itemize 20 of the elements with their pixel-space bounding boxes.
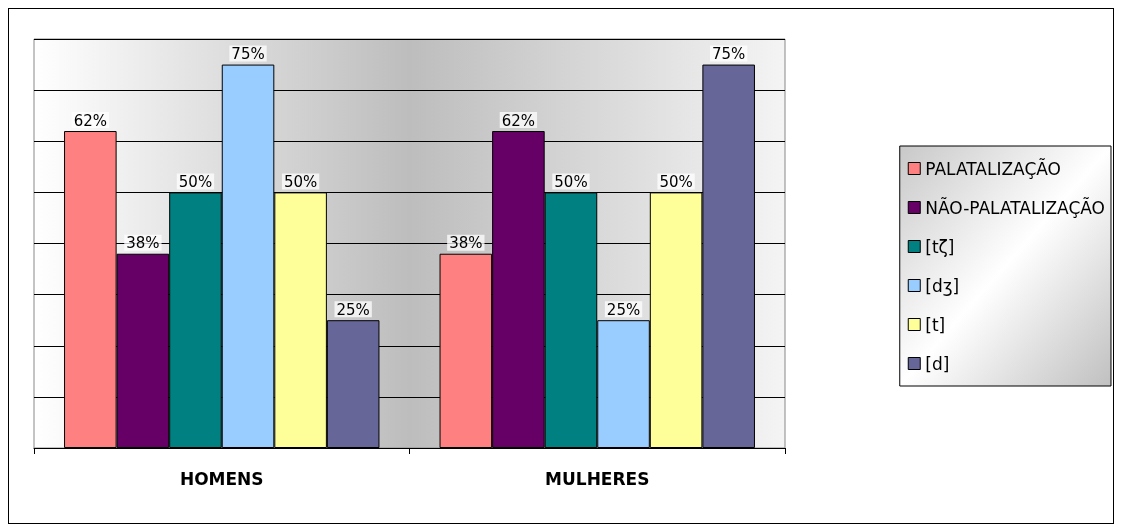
x-tick-label: MULHERES xyxy=(545,468,650,489)
data-label: 75% xyxy=(231,45,265,64)
legend-label: PALATALIZAÇÃO xyxy=(925,157,1061,179)
x-tick-label: HOMENS xyxy=(179,468,264,489)
data-label: 50% xyxy=(659,172,693,191)
data-label: 50% xyxy=(178,172,213,191)
legend-label: NÃO-PALATALIZAÇÃO xyxy=(925,196,1106,218)
data-label: 38% xyxy=(126,234,160,253)
data-label: 62% xyxy=(73,111,107,130)
legend-label: [dʒ] xyxy=(925,275,960,296)
legend-label: [d] xyxy=(925,353,950,374)
data-label: 25% xyxy=(606,300,641,319)
data-label: 75% xyxy=(712,45,746,64)
data-label: 38% xyxy=(449,234,483,253)
legend-label: [tζ] xyxy=(925,236,955,257)
data-label: 50% xyxy=(283,172,318,191)
legend-label: [t] xyxy=(925,314,946,335)
data-label: 62% xyxy=(501,111,536,130)
data-label: 25% xyxy=(336,300,370,319)
data-label: 50% xyxy=(554,172,588,191)
